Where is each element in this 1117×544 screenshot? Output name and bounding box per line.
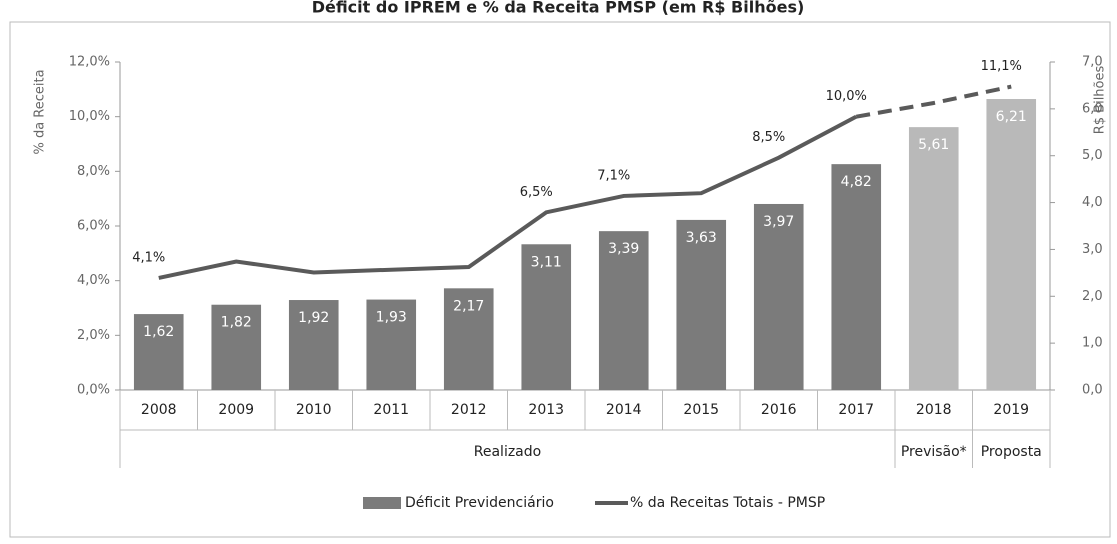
y2-tick-label: 4,0 [1082, 195, 1103, 210]
y2-tick-label: 3,0 [1082, 242, 1103, 257]
bar-label: 4,82 [841, 174, 872, 190]
x-tick-label: 2012 [451, 402, 487, 418]
bar-label: 1,62 [143, 324, 174, 340]
x-tick-label: 2017 [838, 402, 874, 418]
bar [521, 244, 572, 390]
bar-label: 1,82 [221, 315, 252, 331]
line-label: 6,5% [520, 185, 553, 200]
x-tick-label: 2008 [141, 402, 177, 418]
y-tick-label: 2,0% [77, 328, 110, 343]
bar [908, 127, 959, 390]
bar-label: 3,39 [608, 241, 639, 257]
x-tick-label: 2015 [683, 402, 719, 418]
y-axis-title: % da Receita [33, 69, 48, 154]
y2-tick-label: 2,0 [1082, 289, 1103, 304]
bar-label: 3,97 [763, 214, 794, 230]
bar-label: 2,17 [453, 298, 484, 314]
group-label: Previsão* [901, 444, 967, 460]
chart-title: Déficit do IPREM e % da Receita PMSP (em… [312, 0, 805, 17]
bar [366, 299, 417, 390]
x-tick-label: 2018 [916, 402, 952, 418]
group-label: Proposta [981, 444, 1042, 460]
y2-axis-title: R$ Bilhões [1093, 66, 1108, 135]
bar-label: 3,11 [531, 254, 562, 270]
chart-frame [9, 21, 1111, 538]
y2-tick-label: 6,0 [1082, 101, 1103, 116]
x-tick-label: 2019 [993, 402, 1029, 418]
x-tick-label: 2014 [606, 402, 642, 418]
bar [133, 314, 184, 390]
bar [598, 231, 649, 390]
bar [831, 164, 882, 390]
y2-tick-label: 0,0 [1082, 383, 1103, 398]
bar-label: 1,92 [298, 310, 329, 326]
x-tick-label: 2011 [373, 402, 409, 418]
legend-label: % da Receitas Totais - PMSP [630, 495, 825, 511]
x-tick-label: 2009 [218, 402, 254, 418]
bar-label: 1,93 [376, 310, 407, 326]
bar [211, 304, 262, 390]
bar [986, 99, 1037, 390]
y-tick-label: 12,0% [69, 55, 110, 70]
line [855, 84, 1012, 119]
bar [753, 203, 804, 390]
line-label: 11,1% [981, 59, 1022, 74]
y2-tick-label: 1,0 [1082, 336, 1103, 351]
y-tick-label: 0,0% [77, 383, 110, 398]
y2-tick-label: 5,0 [1082, 148, 1103, 163]
legend-swatch [363, 497, 401, 509]
x-tick-label: 2010 [296, 402, 332, 418]
line-label: 10,0% [826, 89, 867, 104]
y-tick-label: 10,0% [69, 109, 110, 124]
bar-label: 6,21 [996, 109, 1027, 125]
group-label: Realizado [474, 444, 541, 460]
x-tick-label: 2016 [761, 402, 797, 418]
x-tick-label: 2013 [528, 402, 564, 418]
bar [288, 300, 339, 390]
bar-label: 3,63 [686, 230, 717, 246]
line [158, 114, 858, 280]
y-tick-label: 8,0% [77, 164, 110, 179]
line-label: 4,1% [132, 250, 165, 265]
bar-label: 5,61 [918, 137, 949, 153]
line-label: 8,5% [752, 130, 785, 145]
y2-tick-label: 7,0 [1082, 55, 1103, 70]
bar [443, 288, 494, 390]
bar [676, 219, 727, 390]
line-label: 7,1% [597, 168, 630, 183]
legend-label: Déficit Previdenciário [405, 495, 554, 511]
y-tick-label: 4,0% [77, 273, 110, 288]
y-tick-label: 6,0% [77, 219, 110, 234]
